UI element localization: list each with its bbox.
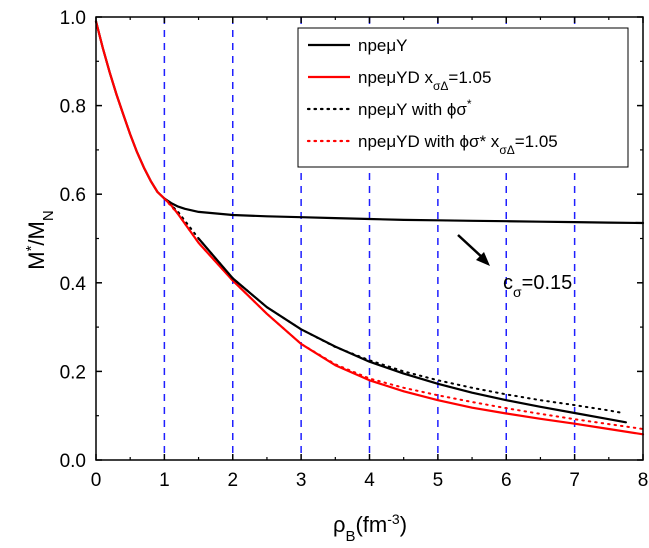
x-tick-label: 6: [501, 470, 512, 491]
series-layer: [94, 20, 645, 436]
legend-box: [297, 27, 629, 168]
annotation-arrow-line: [457, 234, 485, 260]
y-tick-label: 0.4: [60, 274, 87, 295]
x-axis-title-main: ρ: [333, 512, 346, 537]
legend-label-rest: =1.05: [515, 132, 558, 151]
legend-label-sub: σΔ: [433, 79, 448, 93]
legend-label-main: npeμY with ϕσ: [358, 100, 467, 119]
legend-label-sup: *: [467, 97, 472, 111]
legend-label-main: npeμYD x: [358, 68, 433, 87]
x-tick-label: 3: [296, 470, 307, 491]
x-axis-title-close: ): [400, 512, 407, 537]
y-tick-label: 0.8: [60, 97, 86, 118]
x-tick-label: 8: [638, 470, 649, 491]
annotation-sub: σ: [513, 284, 522, 300]
y-axis-title-main: M: [24, 251, 49, 269]
x-axis-title-sup: -3: [387, 511, 400, 527]
axis-ticks: [95, 16, 644, 461]
x-tick-label: 0: [91, 470, 102, 491]
annotation-arrow-head: [476, 252, 490, 266]
legend-label-rest: =1.05: [448, 68, 491, 87]
series-line-4: [197, 237, 628, 424]
legend-label-main: npeμY: [358, 36, 408, 55]
x-axis-title-rest: (fm: [355, 512, 387, 537]
legend-label-2: npeμY with ϕσ*: [358, 97, 472, 119]
annotation-main: c: [503, 272, 513, 294]
x-tick-label: 4: [364, 470, 375, 491]
legend-label-0: npeμY: [358, 36, 408, 55]
reference-lines: [163, 17, 576, 460]
legend-label-3: npeμYD with ϕσ* xσΔ=1.05: [358, 132, 558, 157]
y-tick-label: 0.6: [60, 185, 86, 206]
x-tick-label: 7: [569, 470, 580, 491]
annotation-rest: =0.15: [522, 272, 573, 294]
legend-label-1: npeμYD xσΔ=1.05: [358, 68, 491, 93]
annotation-label: cσ=0.15: [503, 272, 572, 300]
series-line-1: [94, 20, 645, 436]
y-axis-title-sup: *: [23, 245, 40, 251]
tick-labels: 0 1 2 3 4 5 6 7 8 0.0 0.2 0.4 0.6 0.8 1.0: [60, 8, 649, 491]
y-tick-label: 1.0: [60, 8, 86, 29]
x-tick-label: 2: [227, 470, 238, 491]
x-axis-title-sub: B: [345, 528, 355, 545]
y-axis-title: M*/MN: [23, 210, 57, 269]
x-tick-label: 1: [159, 470, 170, 491]
y-tick-label: 0.2: [60, 362, 86, 383]
x-tick-label: 5: [433, 470, 444, 491]
y-axis-title-mid: /M: [24, 221, 49, 245]
annotation: cσ=0.15: [457, 234, 572, 300]
y-axis-title-sub: N: [40, 210, 57, 221]
x-axis-title: ρB(fm-3): [333, 511, 407, 545]
legend-label-main: npeμYD with ϕσ* x: [358, 132, 500, 151]
y-tick-label: 0.0: [60, 451, 86, 472]
series-line-3: [163, 197, 644, 430]
legend-label-sub: σΔ: [499, 143, 514, 157]
